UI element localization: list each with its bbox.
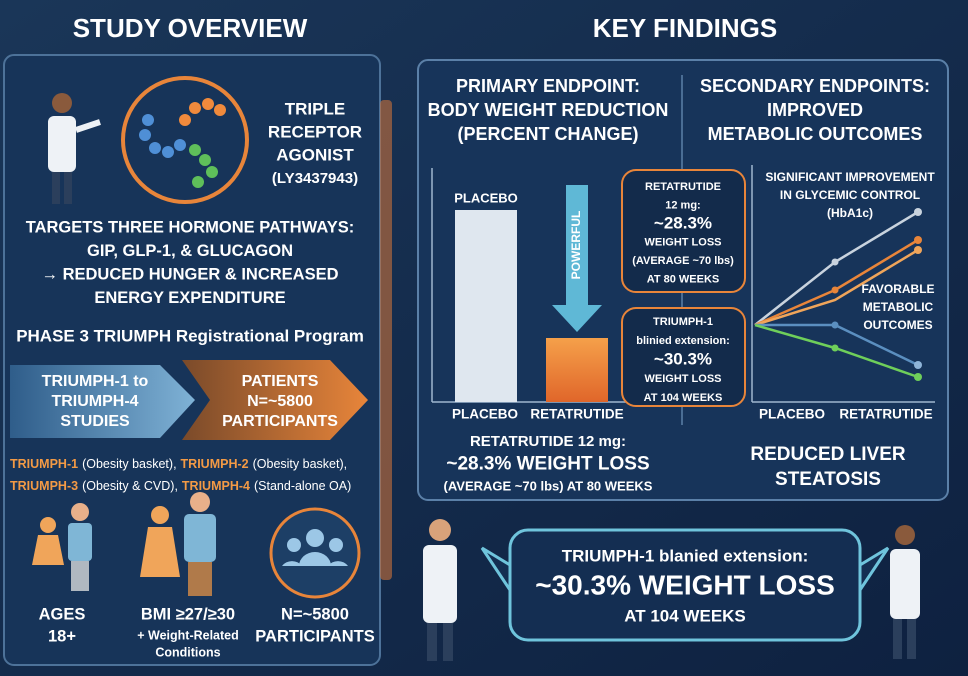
banner-tail <box>858 546 890 595</box>
study-desc: (Obesity basket), <box>253 457 347 471</box>
callout-text: TRIUMPH-1 <box>653 316 713 328</box>
program-title: PHASE 3 TRIUMPH Registrational Program <box>16 326 364 345</box>
section-title: KEY FINDINGS <box>593 13 777 43</box>
callout-text: WEIGHT LOSS <box>645 373 722 385</box>
endpoint-heading: PRIMARY ENDPOINT: <box>456 76 640 96</box>
targets-text: TARGETS THREE HORMONE PATHWAYS: <box>26 218 355 236</box>
patients-arrow <box>182 360 368 440</box>
criteria-text: N=~5800 <box>281 605 349 623</box>
callout-text: (AVERAGE ~70 lbs) <box>632 255 734 267</box>
placebo-bar <box>455 210 517 402</box>
doctor-figure <box>48 93 101 204</box>
trend-points <box>831 208 922 381</box>
chart-note: OUTCOMES <box>863 318 932 332</box>
banner-text: ~30.3% WEIGHT LOSS <box>535 569 835 600</box>
arrow-label: POWERFUL <box>569 211 583 280</box>
arrow-text: N=~5800 <box>247 393 313 410</box>
study-name: TRIUMPH-1 <box>10 457 78 471</box>
bar-label: PLACEBO <box>454 190 518 205</box>
endpoint-text: METABOLIC OUTCOMES <box>708 124 923 144</box>
study-name: TRIUMPH-3 <box>10 479 78 493</box>
x-label: PLACEBO <box>759 407 825 422</box>
summary-text: RETATRUTIDE 12 mg: <box>470 433 626 450</box>
callout-text: 12 mg: <box>665 199 700 211</box>
arrow-text: PARTICIPANTS <box>222 413 338 430</box>
down-arrow <box>566 185 588 305</box>
banner-text: AT 104 WEEKS <box>624 606 746 625</box>
endpoint-heading: SECONDARY ENDPOINTS: <box>700 76 930 96</box>
callout <box>621 169 746 293</box>
doctor-figure <box>890 525 920 659</box>
liver-text: STEATOSIS <box>775 469 881 490</box>
studies-line: TRIUMPH-1 (Obesity basket), TRIUMPH-2 (Obes… <box>10 457 347 471</box>
targets-text: ENERGY EXPENDITURE <box>94 289 285 307</box>
criteria-text: BMI ≥27/≥30 <box>141 605 235 623</box>
arrow-text: TRIUMPH-1 to <box>42 373 149 390</box>
chart-note: FAVORABLE <box>861 282 934 296</box>
study-name: TRIUMPH-4 <box>182 479 250 493</box>
chart-note: SIGNIFICANT IMPROVEMENT <box>765 170 935 184</box>
chart-note: METABOLIC <box>863 300 934 314</box>
molecule <box>139 98 226 188</box>
arrow-text: STUDIES <box>60 413 130 430</box>
doctor-figure <box>423 519 457 661</box>
panel-edge <box>380 100 392 580</box>
banner-text: TRIUMPH-1 blanied extension: <box>562 546 809 565</box>
x-label: RETATRUTIDE <box>530 407 623 422</box>
callout-text: RETATRUTIDE <box>645 181 721 193</box>
chart-note: IN GLYCEMIC CONTROL <box>780 188 920 202</box>
targets-text: GIP, GLP-1, & GLUCAGON <box>87 242 293 260</box>
x-label: RETATRUTIDE <box>839 407 932 422</box>
bmi-figures <box>140 492 216 596</box>
endpoint-text: (PERCENT CHANGE) <box>457 124 638 144</box>
study-name: TRIUMPH-2 <box>181 457 249 471</box>
summary-text: ~28.3% WEIGHT LOSS <box>446 454 649 475</box>
molecule-ring <box>121 76 249 204</box>
drug-name: (LY3437943) <box>272 170 358 187</box>
criteria-text: 18+ <box>48 627 76 645</box>
callout-text: WEIGHT LOSS <box>645 236 722 248</box>
study-desc: (Stand-alone OA) <box>254 479 351 493</box>
drug-name: RECEPTOR <box>268 122 362 141</box>
participants-icon <box>282 529 348 566</box>
banner-tail <box>480 546 512 595</box>
down-arrow-head <box>552 305 602 332</box>
drug-name: TRIPLE <box>285 99 345 118</box>
targets-text: → REDUCED HUNGER & INCREASED <box>41 265 338 283</box>
arrow-text: PATIENTS <box>242 373 319 390</box>
callout-text: ~30.3% <box>654 349 712 368</box>
summary-text: (AVERAGE ~70 lbs) AT 80 WEEKS <box>444 478 653 493</box>
callout-text: blinied extension: <box>636 335 730 347</box>
callout <box>621 307 746 407</box>
criteria-note: + Weight-Related <box>137 628 239 642</box>
endpoint-text: IMPROVED <box>767 100 863 120</box>
study-desc: (Obesity basket), <box>82 457 176 471</box>
studies-line: TRIUMPH-3 (Obesity & CVD), TRIUMPH-4 (Stand… <box>10 479 351 493</box>
chart-note: (HbA1c) <box>827 206 873 220</box>
arrow-text: TRIUMPH-4 <box>51 393 138 410</box>
drug-name: AGONIST <box>276 145 354 164</box>
liver-text: REDUCED LIVER <box>750 444 905 465</box>
callout-text: AT 104 WEEKS <box>644 392 723 404</box>
studies-arrow <box>10 365 195 438</box>
x-label: PLACEBO <box>452 407 518 422</box>
endpoint-text: BODY WEIGHT REDUCTION <box>428 100 669 120</box>
study-desc: (Obesity & CVD), <box>82 479 178 493</box>
section-title: STUDY OVERVIEW <box>73 13 308 43</box>
callout-text: ~28.3% <box>654 213 712 232</box>
callout-text: AT 80 WEEKS <box>647 273 720 285</box>
criteria-text: PARTICIPANTS <box>255 627 374 645</box>
criteria-note: Conditions <box>155 645 220 659</box>
criteria-text: AGES <box>39 605 86 623</box>
age-figures <box>32 503 92 591</box>
retatrutide-bar <box>546 338 608 402</box>
